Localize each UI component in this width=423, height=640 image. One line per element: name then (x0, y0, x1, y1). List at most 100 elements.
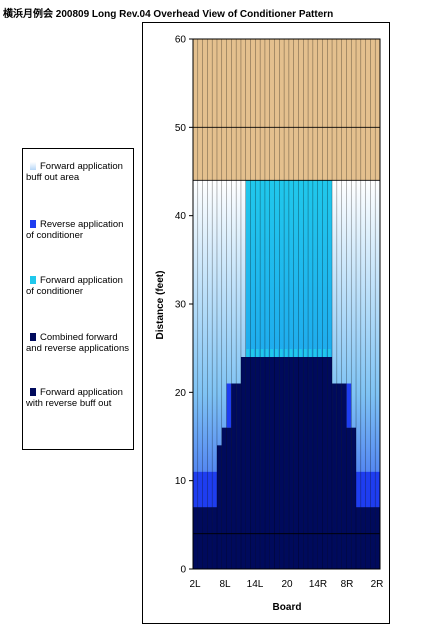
forward-cap-17 (270, 349, 274, 357)
combined-segment-32 (341, 383, 347, 569)
reverse-segment-3 (202, 471, 208, 508)
reverse-segment-36 (360, 471, 366, 508)
reverse-segment-37 (365, 471, 371, 508)
combined-segment-3 (202, 507, 208, 569)
legend-swatch-forward-application (30, 276, 36, 284)
combined-segment-25 (308, 357, 314, 569)
y-tick-label-40: 40 (175, 211, 187, 222)
board-column-5 (212, 180, 218, 570)
combined-segment-36 (360, 507, 366, 569)
forward-cap-18 (275, 349, 278, 357)
reverse-segment-38 (370, 471, 376, 508)
legend-swatch-reverse-application (30, 220, 36, 228)
board-column-38 (370, 180, 376, 570)
y-tick-label-60: 60 (175, 35, 187, 46)
forward-cap-15 (260, 349, 264, 357)
y-axis-title: Distance (feet) (155, 271, 166, 340)
x-axis-title: Board (273, 602, 302, 613)
combined-segment-30 (332, 383, 338, 569)
board-column-4 (207, 180, 213, 570)
y-tick-label-50: 50 (175, 123, 187, 134)
combined-segment-35 (356, 507, 362, 569)
forward-cap-21 (289, 349, 293, 357)
forward-cap-26 (313, 349, 317, 357)
combined-segment-28 (322, 357, 328, 569)
board-column-33 (346, 180, 352, 570)
combined-segment-24 (303, 357, 309, 569)
combined-segment-8 (226, 427, 232, 569)
legend-swatch-combined (30, 333, 36, 341)
x-tick-label-20: 20 (281, 579, 293, 590)
x-tick-label-8R: 8R (341, 579, 354, 590)
board-column-3 (202, 180, 208, 570)
combined-segment-20 (284, 357, 290, 569)
combined-segment-38 (370, 507, 376, 569)
board-column-32 (341, 180, 347, 570)
board-column-37 (365, 180, 371, 570)
combined-segment-14 (255, 357, 261, 569)
reverse-segment-39 (375, 471, 381, 508)
reverse-segment-5 (212, 471, 218, 508)
forward-cap-25 (308, 349, 312, 357)
combined-segment-12 (245, 357, 251, 569)
forward-cap-14 (255, 349, 259, 357)
combined-segment-34 (351, 427, 357, 569)
combined-segment-9 (231, 383, 237, 569)
y-tick-label-10: 10 (175, 476, 187, 487)
legend-item-forward-application: Forward application of conditioner (26, 275, 130, 297)
combined-segment-16 (264, 357, 271, 569)
combined-segment-31 (336, 383, 342, 569)
y-tick-label-30: 30 (175, 300, 187, 311)
legend-item-combined: Combined forward and reverse application… (26, 332, 130, 354)
combined-segment-17 (269, 357, 275, 569)
combined-segment-19 (279, 357, 285, 569)
board-column-10 (236, 180, 242, 570)
board-column-39 (375, 180, 381, 570)
combined-segment-11 (240, 357, 247, 569)
forward-cap-20 (284, 349, 288, 357)
forward-cap-27 (318, 349, 322, 357)
board-column-7 (221, 180, 227, 570)
forward-cap-22 (294, 349, 298, 357)
combined-segment-15 (260, 357, 266, 569)
combined-segment-4 (207, 507, 213, 569)
combined-segment-2 (197, 507, 203, 569)
board-column-34 (351, 180, 357, 570)
combined-segment-22 (293, 357, 299, 569)
legend-swatch-forward-buff-out (30, 162, 36, 170)
board-column-9 (231, 180, 237, 570)
forward-cap-29 (327, 349, 331, 357)
y-tick-label-20: 20 (175, 388, 187, 399)
board-column-6 (216, 180, 223, 570)
legend-swatch-forward-reverse-buff (30, 388, 36, 396)
combined-segment-7 (221, 427, 227, 569)
reverse-segment-8 (226, 383, 232, 428)
forward-cap-13 (251, 349, 254, 357)
x-tick-label-14L: 14L (247, 579, 264, 590)
combined-segment-33 (346, 427, 352, 569)
board-column-30 (332, 180, 338, 570)
reverse-segment-4 (207, 471, 213, 508)
combined-segment-29 (327, 357, 333, 569)
legend: Forward application buff out area Revers… (22, 148, 134, 450)
board-column-31 (336, 180, 342, 570)
forward-cap-28 (322, 349, 326, 357)
board-column-1 (193, 180, 199, 570)
combined-segment-37 (365, 507, 371, 569)
legend-label-combined: Combined forward and reverse application… (26, 332, 129, 354)
reverse-segment-2 (197, 471, 203, 508)
combined-segment-10 (236, 383, 242, 569)
combined-segment-13 (250, 357, 256, 569)
x-tick-label-14R: 14R (309, 579, 327, 590)
combined-segment-18 (274, 357, 280, 569)
board-column-35 (356, 180, 362, 570)
reverse-segment-1 (193, 471, 199, 508)
legend-label-forward-application: Forward application of conditioner (26, 275, 123, 297)
x-tick-label-2R: 2R (371, 579, 384, 590)
forward-cap-24 (303, 349, 307, 357)
board-column-2 (197, 180, 203, 570)
legend-label-forward-reverse-buff: Forward application with reverse buff ou… (26, 387, 123, 409)
combined-segment-21 (288, 357, 294, 569)
forward-cap-23 (298, 349, 302, 357)
